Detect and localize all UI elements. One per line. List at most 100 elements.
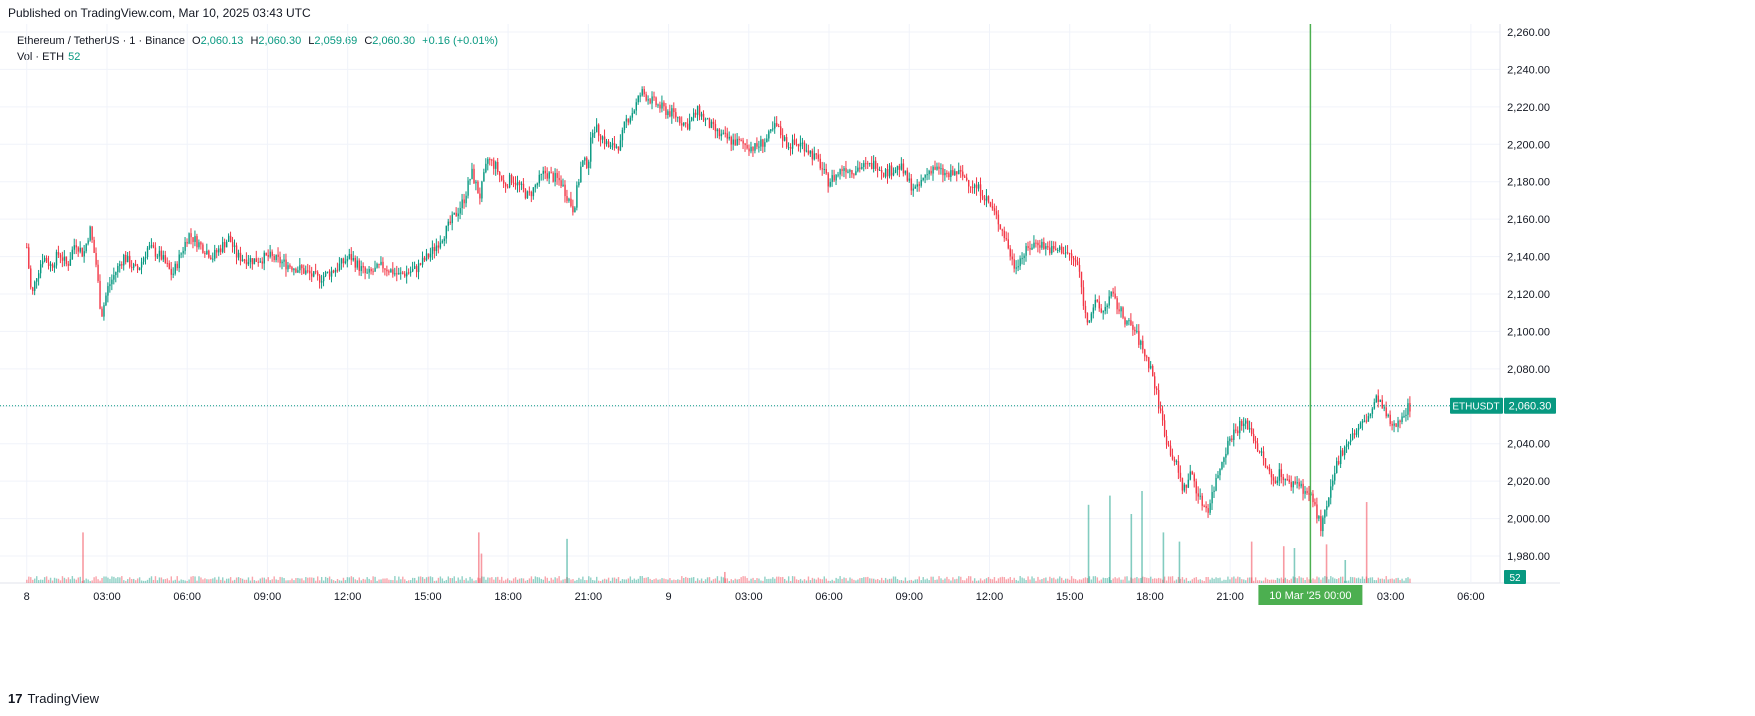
candle	[1074, 255, 1077, 267]
candle	[635, 98, 637, 116]
volume-bar	[839, 576, 841, 583]
candle	[1110, 291, 1112, 299]
candle-body	[176, 263, 178, 269]
volume-bar	[746, 577, 748, 583]
candle-body	[691, 117, 693, 121]
candle-body	[180, 253, 182, 255]
x-tick-label: 18:00	[1136, 591, 1164, 603]
candle-body	[1361, 421, 1364, 424]
brand-name[interactable]: TradingView	[27, 691, 100, 706]
candle-body	[451, 214, 453, 224]
candle	[1338, 455, 1340, 466]
volume-bar	[1169, 576, 1172, 583]
volume-spike	[82, 532, 84, 583]
candle	[924, 174, 926, 184]
candle	[51, 262, 54, 272]
candle	[473, 164, 475, 185]
candle	[429, 247, 432, 262]
candle-body	[669, 111, 671, 117]
candle	[356, 256, 358, 270]
candle	[631, 107, 634, 121]
candle-body	[265, 252, 267, 256]
volume-bar	[1171, 576, 1174, 583]
volume-bar	[1284, 577, 1287, 583]
volume-bar	[419, 576, 422, 583]
candle-body	[694, 112, 697, 115]
candle-body	[1260, 451, 1263, 453]
volume-label[interactable]: Vol · ETH	[17, 51, 65, 63]
volume-bar	[445, 579, 448, 583]
volume-bar	[572, 579, 574, 583]
candle-body	[730, 136, 732, 145]
volume-bar	[631, 579, 634, 583]
volume-bar	[803, 579, 806, 583]
candle-body	[1205, 506, 1207, 509]
volume-bar	[1328, 579, 1330, 583]
volume-bar	[1245, 580, 1247, 583]
candle	[469, 178, 471, 185]
volume-bar	[851, 578, 853, 583]
volume-bar	[433, 580, 436, 583]
candle-body	[249, 258, 252, 263]
volume-bar	[1395, 578, 1397, 583]
candle	[1258, 450, 1261, 454]
candle	[1266, 465, 1269, 470]
volume-bar	[301, 578, 303, 583]
candle-body	[1221, 461, 1223, 470]
candle	[247, 255, 250, 267]
candle-body	[548, 172, 550, 179]
volume-bar	[142, 580, 145, 583]
candle-body	[815, 153, 818, 155]
candle-body	[552, 172, 554, 182]
symbol-title[interactable]: Ethereum / TetherUS · 1 · Binance	[17, 35, 185, 47]
candle	[441, 239, 444, 244]
candle	[657, 103, 659, 108]
candle	[354, 255, 357, 272]
candle-body	[580, 166, 582, 183]
candle	[770, 129, 772, 134]
candle-body	[819, 158, 822, 169]
candle-body	[212, 258, 214, 260]
volume-bar	[506, 578, 509, 583]
candle-body	[1389, 414, 1391, 424]
candle	[742, 137, 744, 150]
candle-body	[738, 138, 740, 141]
volume-bar	[1150, 576, 1152, 583]
candle-body	[1015, 267, 1017, 269]
candle-body	[241, 259, 244, 262]
candle-body	[1157, 389, 1160, 409]
candle-body	[307, 270, 309, 272]
candle	[584, 156, 586, 165]
candle	[449, 215, 451, 226]
volume-bar	[309, 577, 311, 583]
volume-bar	[869, 578, 871, 583]
candle	[370, 267, 372, 275]
volume-bar	[1268, 579, 1271, 583]
candle	[1405, 408, 1407, 422]
candle	[851, 169, 853, 178]
volume-bar	[39, 579, 42, 583]
volume-bar	[1209, 579, 1211, 583]
volume-bar	[210, 578, 212, 583]
candle	[801, 137, 804, 150]
candle-body	[172, 273, 174, 275]
volume-bar	[125, 580, 127, 583]
candle	[1349, 433, 1352, 446]
candle-body	[1159, 408, 1162, 411]
candle-body	[28, 247, 30, 269]
y-tick-label: 2,260.00	[1507, 27, 1550, 39]
candle	[1300, 480, 1302, 489]
candle-body	[1359, 423, 1362, 428]
candle	[376, 262, 378, 269]
volume-bar	[1359, 578, 1362, 583]
candle-body	[483, 172, 485, 182]
candle-body	[677, 117, 679, 119]
volume-bar	[1262, 580, 1265, 583]
candle	[756, 137, 758, 150]
candle	[1007, 232, 1009, 250]
candle-body	[671, 108, 673, 117]
candle-body	[275, 254, 277, 260]
volume-bar	[795, 579, 798, 583]
volume-bar	[1375, 580, 1378, 583]
